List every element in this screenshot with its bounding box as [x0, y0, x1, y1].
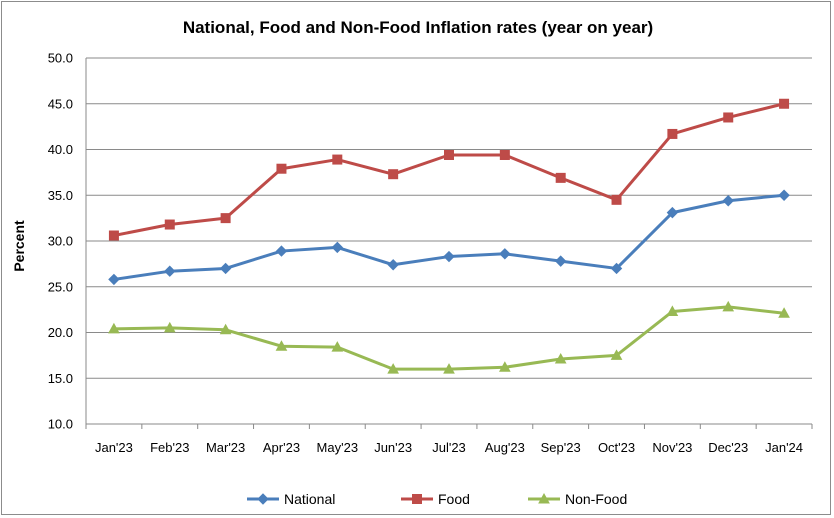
x-tick-label: Aug'23	[485, 440, 525, 455]
y-tick-label: 20.0	[48, 325, 73, 340]
data-point-national	[443, 250, 455, 263]
data-point-non-food	[666, 305, 679, 316]
y-axis-label: Percent	[11, 220, 27, 272]
data-point-national	[610, 262, 623, 275]
x-tick-label: Sep'23	[541, 440, 581, 455]
data-point-non-food	[219, 323, 232, 335]
data-point-non-food	[275, 340, 288, 351]
legend: National Food Non-Food	[247, 491, 627, 507]
data-point-national	[778, 189, 790, 201]
y-tick-label: 25.0	[48, 279, 73, 294]
x-tick-label: Dec'23	[708, 440, 748, 455]
data-point-non-food	[722, 300, 735, 312]
data-point-food	[332, 154, 343, 165]
series-line-food	[113, 102, 785, 237]
data-point-national	[387, 259, 399, 271]
legend-label-food: Food	[438, 491, 470, 507]
y-tick-label: 10.0	[48, 417, 73, 432]
data-point-non-food	[387, 363, 400, 374]
y-tick-label: 15.0	[48, 371, 73, 386]
x-tick-labels: Jan'23 Feb'23 Mar'23 Apr'23 May'23 Jun'23 Jul'…	[85, 424, 813, 455]
data-point-non-food	[443, 363, 455, 374]
data-point-non-food	[554, 353, 567, 364]
x-tick-label: Nov'23	[652, 440, 692, 455]
y-tick-label: 45.0	[48, 96, 73, 111]
data-point-food	[220, 213, 231, 224]
y-tick-label: 50.0	[48, 51, 73, 66]
data-point-national	[554, 255, 567, 267]
legend-label-non-food: Non-Food	[565, 491, 627, 507]
data-point-food	[276, 163, 287, 174]
data-point-national	[666, 206, 679, 219]
data-point-non-food	[610, 349, 623, 360]
data-point-food	[388, 169, 399, 180]
x-tick-label: Oct'23	[598, 440, 635, 455]
x-tick-label: Feb'23	[150, 440, 189, 455]
data-point-non-food	[108, 322, 120, 334]
legend-marker-food	[412, 494, 422, 504]
data-point-national	[108, 273, 120, 286]
y-tick-labels: 10.0 15.0 20.0 25.0 30.0 35.0 40.0 45.0 50.0	[48, 51, 73, 432]
series-line-national	[113, 193, 785, 281]
x-tick-label: Mar'23	[206, 440, 245, 455]
x-tick-label: May'23	[317, 440, 359, 455]
data-point-national	[722, 195, 734, 207]
x-tick-label: Jul'23	[432, 440, 466, 455]
data-point-national	[164, 265, 176, 277]
x-tick-label: Jun'23	[374, 440, 412, 455]
data-point-national	[331, 241, 344, 254]
x-tick-label: Jan'23	[95, 440, 133, 455]
y-tick-label: 30.0	[48, 234, 73, 249]
data-point-non-food	[163, 321, 176, 333]
x-tick-label: Jan'24	[765, 440, 803, 455]
x-tick-label: Apr'23	[263, 440, 300, 455]
data-point-food	[108, 230, 119, 241]
data-point-national	[499, 248, 511, 260]
data-point-food	[723, 112, 734, 123]
y-tick-label: 35.0	[48, 188, 73, 203]
data-point-non-food	[498, 361, 511, 372]
data-point-national	[275, 245, 288, 257]
data-point-food	[164, 219, 175, 230]
series-group	[108, 98, 790, 374]
data-point-non-food	[331, 341, 344, 352]
data-point-food	[779, 98, 790, 109]
data-point-food	[667, 128, 678, 139]
y-tick-label: 40.0	[48, 142, 73, 157]
data-point-food	[555, 172, 566, 183]
data-point-food	[444, 149, 454, 160]
data-point-food	[611, 194, 622, 205]
data-point-non-food	[778, 307, 790, 318]
data-point-food	[499, 149, 510, 160]
chart-title: National, Food and Non-Food Inflation ra…	[183, 18, 653, 37]
series-line-non-food	[113, 305, 785, 371]
legend-marker-national	[257, 493, 269, 505]
legend-marker-non-food	[538, 492, 550, 504]
legend-label-national: National	[284, 491, 335, 507]
gridlines	[85, 57, 812, 425]
data-point-national	[219, 262, 232, 275]
